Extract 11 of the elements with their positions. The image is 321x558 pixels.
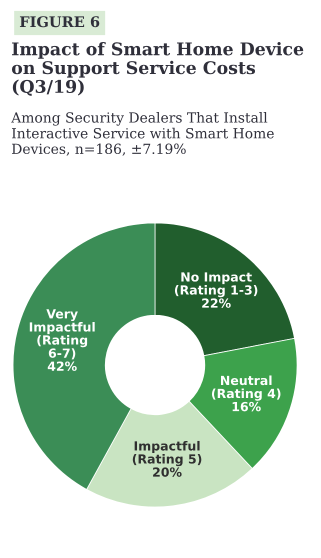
data-label: 42%: [48, 361, 77, 371]
slice-label: No Impact (Rating 1-3): [174, 272, 258, 298]
slice-label: Impactful (Rating 5): [132, 440, 202, 466]
slice-label: Very Impactful (Rating 6-7): [30, 309, 95, 360]
data-label: 22%: [202, 298, 231, 308]
chart-subtitle: Among Security Dealers That Install Interactive Service with Smart Home Devices, n=186, ±7.19%: [11, 112, 274, 156]
chart-title: Impact of Smart Home Device on Support Service Costs (Q3/19): [12, 42, 304, 96]
caption: FIGURE 6: [20, 16, 100, 28]
data-label: 20%: [153, 467, 182, 477]
slice-label: Neutral (Rating 4): [212, 375, 280, 401]
data-label: 16%: [232, 402, 261, 412]
